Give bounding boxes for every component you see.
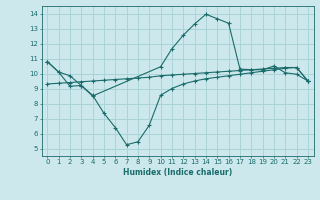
X-axis label: Humidex (Indice chaleur): Humidex (Indice chaleur) [123,168,232,177]
